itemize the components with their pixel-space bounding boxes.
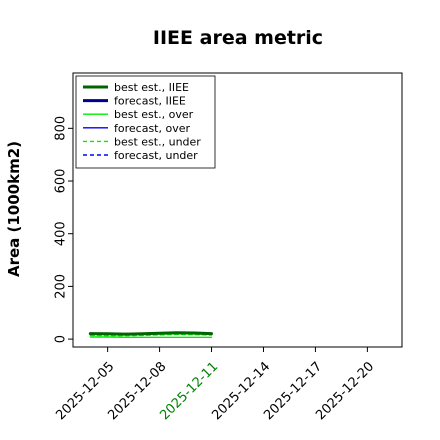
series-line-4 [89, 333, 213, 337]
y-tick-label: 600 [54, 169, 69, 194]
chart-title: IIEE area metric [153, 27, 323, 49]
legend-label-5: forecast, under [114, 149, 198, 162]
legend-label-0: best est., IIEE [114, 81, 189, 94]
legend-box [75, 75, 216, 169]
legend-label-3: forecast, over [114, 122, 190, 135]
y-tick-label: 0 [54, 335, 69, 343]
y-tick-label: 200 [54, 274, 69, 299]
y-tick-label: 400 [54, 221, 69, 246]
plot-frame [72, 72, 403, 348]
y-axis-label: Area (1000km2) [5, 141, 23, 277]
series-line-0 [88, 331, 213, 336]
legend-label-1: forecast, IIEE [114, 95, 186, 108]
y-tick-label: 800 [54, 116, 69, 141]
legend-label-4: best est., under [114, 135, 201, 148]
legend-label-2: best est., over [114, 108, 194, 121]
plot-area [88, 331, 213, 338]
